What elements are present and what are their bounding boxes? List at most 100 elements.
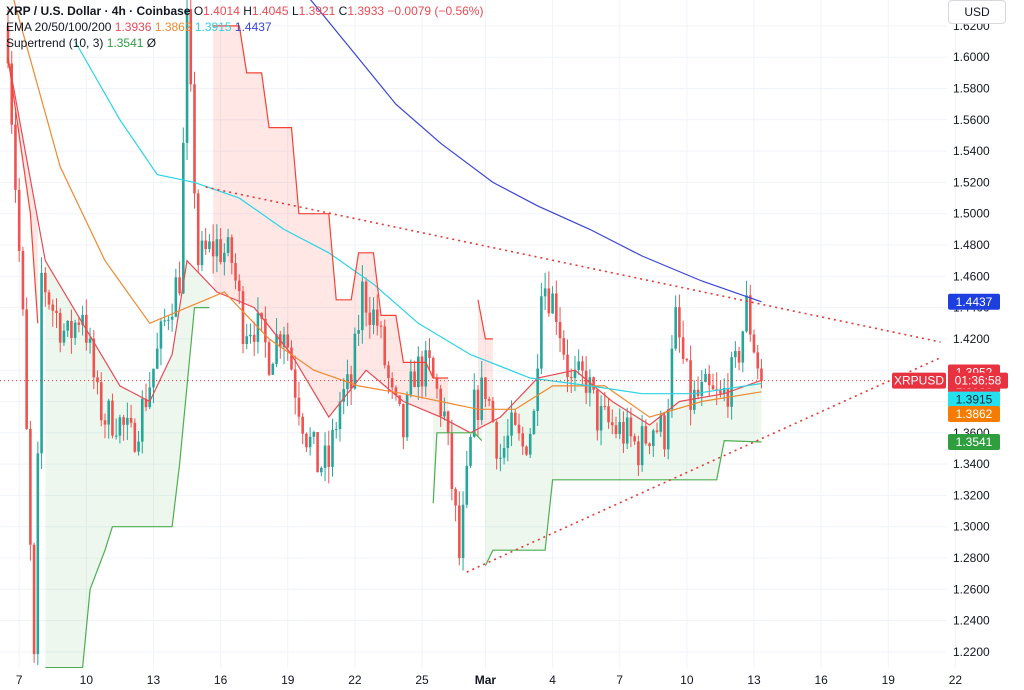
- open-value: 1.4014: [203, 4, 240, 18]
- candle-down: [614, 425, 618, 434]
- candle-up: [693, 389, 696, 410]
- candle-up: [88, 338, 92, 343]
- symbol-title[interactable]: XRP / U.S. Dollar · 4h · Coinbase: [6, 4, 191, 18]
- candle-up: [472, 389, 476, 437]
- candle-down: [316, 432, 319, 473]
- x-tick-label: Mar: [475, 673, 497, 687]
- candle-up: [659, 415, 663, 432]
- candle-up: [528, 433, 532, 455]
- candle-down: [663, 415, 666, 450]
- y-tick-label: 1.4800: [953, 238, 990, 252]
- candle-down: [234, 262, 237, 281]
- candles: [6, 0, 763, 666]
- candle-up: [510, 412, 513, 436]
- y-tick-label: 1.5400: [953, 144, 990, 158]
- candle-up: [700, 381, 704, 397]
- candle-down: [375, 309, 379, 326]
- trendlines: [0, 186, 947, 573]
- candle-down: [394, 387, 398, 396]
- candle-down: [264, 318, 267, 343]
- candle-down: [96, 377, 99, 383]
- candle-up: [361, 281, 364, 331]
- candle-down: [70, 320, 73, 338]
- candle-down: [14, 124, 17, 190]
- candle-down: [6, 25, 10, 64]
- candle-down: [17, 189, 21, 251]
- candle-down: [558, 321, 562, 339]
- y-tick-label: 1.2600: [953, 582, 990, 596]
- ema200-value: 1.4437: [234, 20, 272, 34]
- price-axis[interactable]: 1.2200 1.2400 1.2600 1.2800 1.3000 1.3200 1.34…: [953, 19, 990, 659]
- candle-down: [566, 354, 569, 378]
- candle-up: [155, 348, 159, 369]
- candle-down: [491, 400, 495, 422]
- y-tick-label: 1.5600: [953, 113, 990, 127]
- candle-down: [756, 352, 760, 369]
- candle-up: [540, 296, 543, 369]
- candle-up: [480, 377, 484, 421]
- candle-up: [506, 435, 510, 448]
- y-tick-label: 1.4200: [953, 332, 990, 346]
- candle-up: [62, 330, 66, 343]
- candle-down: [10, 63, 14, 125]
- ema-row[interactable]: EMA 20/50/100/200 1.3936 1.3862 1.3915 1…: [6, 19, 483, 35]
- ema100-value: 1.3915: [194, 20, 232, 34]
- ohlc-row: XRP / U.S. Dollar · 4h · Coinbase O1.401…: [6, 3, 483, 19]
- candle-up: [543, 288, 547, 297]
- x-tick-label: 16: [814, 673, 828, 687]
- candle-down: [592, 377, 595, 390]
- candle-up: [461, 504, 465, 558]
- candle-up: [312, 432, 316, 437]
- candle-down: [562, 338, 566, 355]
- candle-up: [159, 321, 163, 349]
- candle-down: [513, 412, 517, 425]
- candle-up: [588, 377, 592, 393]
- currency-button[interactable]: USD: [948, 0, 1006, 24]
- candle-down: [748, 295, 752, 335]
- candle-up: [320, 467, 323, 473]
- candle-up: [670, 348, 674, 410]
- candle-down: [596, 389, 599, 431]
- candle-down: [21, 250, 25, 310]
- price-label-box: [948, 293, 1000, 310]
- supertrend-down-line: [213, 25, 449, 379]
- candle-down: [327, 445, 331, 467]
- price-label: 1.4437: [956, 295, 993, 309]
- time-axis[interactable]: 7 10 13 16 19 22 25 Mar 4 7 10 13 16 19 22: [16, 673, 963, 687]
- y-tick-label: 1.2800: [953, 551, 990, 565]
- countdown-label: 01:36:58: [955, 374, 1002, 388]
- candle-down: [241, 291, 245, 345]
- ema-label: EMA 20/50/100/200: [6, 20, 112, 34]
- y-tick-label: 1.4600: [953, 269, 990, 283]
- candle-down: [252, 334, 256, 342]
- eye-hidden-icon[interactable]: Ø: [146, 36, 157, 50]
- low-label: L: [291, 4, 299, 18]
- candle-down: [230, 237, 234, 263]
- candle-down: [267, 342, 271, 375]
- candle-down: [211, 241, 215, 257]
- candle-down: [390, 378, 394, 388]
- candle-up: [577, 361, 580, 370]
- high-label: H: [243, 4, 252, 18]
- candle-down: [58, 312, 62, 343]
- y-tick-label: 1.3000: [953, 520, 990, 534]
- candle-up: [741, 331, 745, 363]
- candle-down: [122, 417, 125, 425]
- candle-up: [745, 295, 748, 332]
- ema-lines: [7, 0, 762, 434]
- supertrend-row[interactable]: Supertrend (10, 3) 1.3541 Ø: [6, 35, 483, 51]
- candle-down: [387, 365, 390, 379]
- candle-up: [599, 406, 603, 431]
- candle-down: [637, 441, 640, 466]
- candle-up: [170, 316, 174, 320]
- y-tick-label: 1.3200: [953, 488, 990, 502]
- candle-down: [685, 358, 689, 361]
- candle-down: [439, 388, 442, 417]
- y-tick-label: 1.5800: [953, 82, 990, 96]
- candle-down: [476, 389, 480, 421]
- x-tick-label: 13: [147, 673, 161, 687]
- low-value: 1.3921: [298, 4, 336, 18]
- candle-down: [707, 373, 711, 386]
- candle-down: [719, 390, 722, 394]
